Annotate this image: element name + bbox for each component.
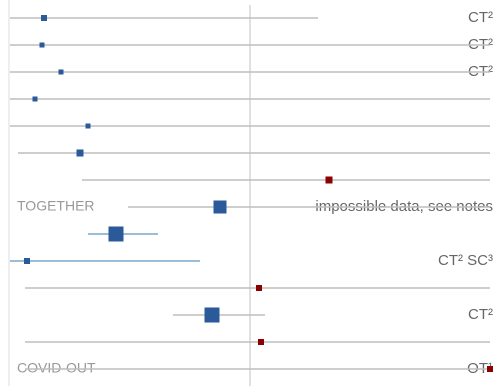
row-note: CT² SC³ [438, 252, 493, 269]
row-label: COVID-OUT [17, 360, 96, 376]
point-estimate [85, 123, 91, 129]
point-estimate [32, 96, 38, 102]
point-estimate [76, 149, 84, 157]
point-estimate [204, 307, 220, 323]
point-estimate [325, 176, 333, 184]
point-estimate [108, 226, 124, 242]
point-estimate [487, 366, 493, 372]
point-estimate [41, 15, 47, 21]
point-estimate [258, 339, 264, 345]
point-estimate [213, 200, 227, 214]
point-estimate [58, 69, 64, 75]
row-note: CT² [468, 9, 493, 26]
point-estimate [39, 42, 45, 48]
point-estimate [256, 285, 262, 291]
row-label: TOGETHER [17, 198, 95, 214]
row-note: CT² [468, 306, 493, 323]
point-estimate [24, 258, 30, 264]
